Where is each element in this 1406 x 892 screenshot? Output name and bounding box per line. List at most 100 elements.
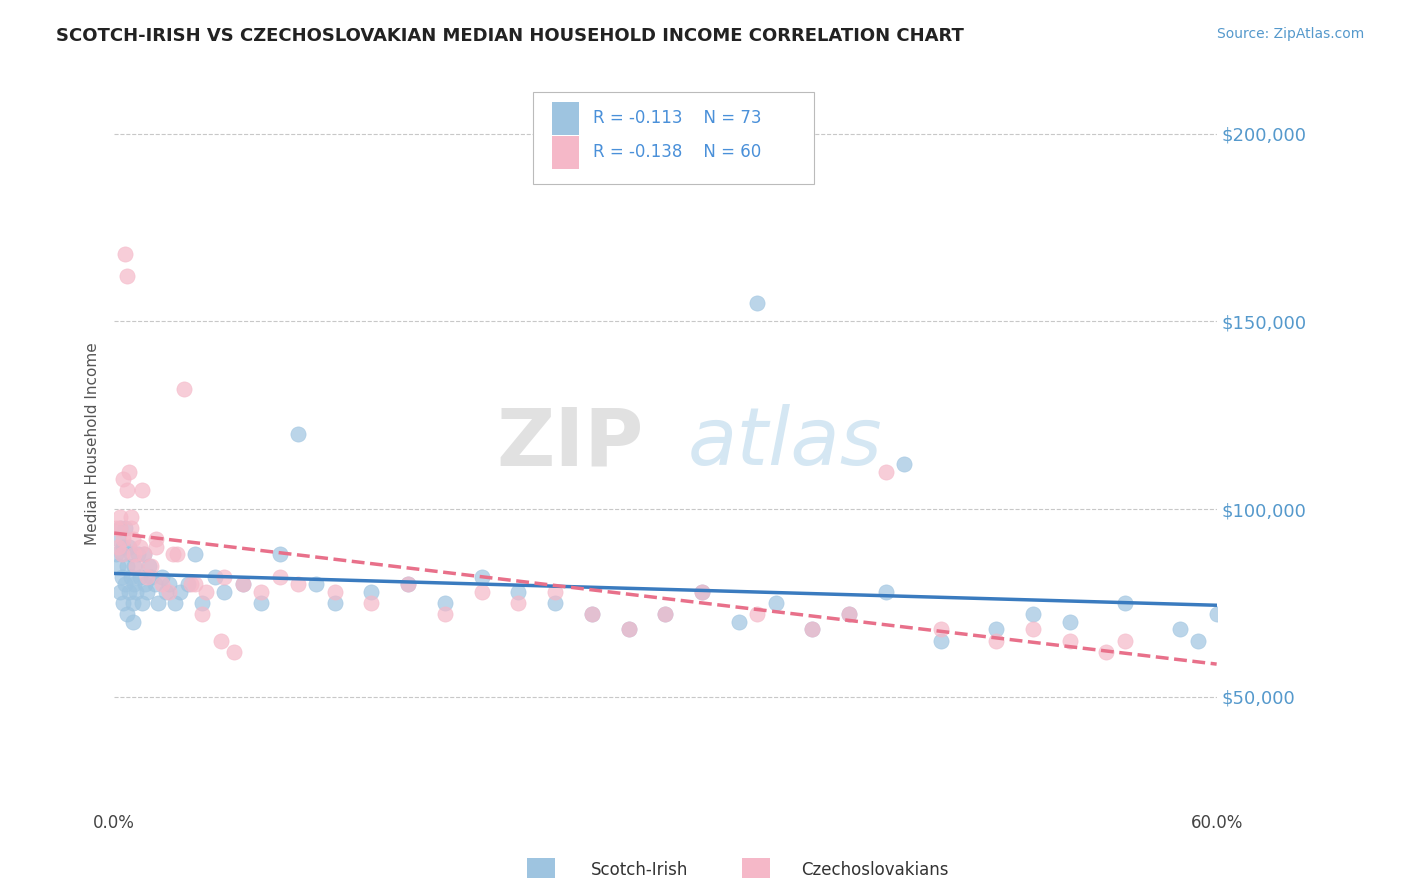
Point	[250, 584, 273, 599]
Y-axis label: Median Household Income: Median Household Income	[86, 343, 100, 545]
Point	[131, 483, 153, 498]
Point	[287, 577, 309, 591]
Point	[544, 596, 567, 610]
Point	[118, 540, 141, 554]
Point	[107, 558, 129, 573]
Point	[121, 615, 143, 629]
Point	[838, 607, 860, 622]
Point	[110, 570, 132, 584]
Point	[121, 533, 143, 547]
Point	[169, 584, 191, 599]
Point	[108, 521, 131, 535]
Text: SCOTCH-IRISH VS CZECHOSLOVAKIAN MEDIAN HOUSEHOLD INCOME CORRELATION CHART: SCOTCH-IRISH VS CZECHOSLOVAKIAN MEDIAN H…	[56, 27, 965, 45]
Point	[191, 596, 214, 610]
Point	[360, 596, 382, 610]
Point	[209, 633, 232, 648]
Point	[143, 577, 166, 591]
Point	[1187, 633, 1209, 648]
Point	[173, 382, 195, 396]
Point	[157, 584, 180, 599]
Point	[136, 584, 159, 599]
Text: atlas: atlas	[688, 404, 882, 483]
Point	[112, 472, 135, 486]
Point	[108, 509, 131, 524]
Point	[107, 533, 129, 547]
Point	[214, 584, 236, 599]
Point	[150, 570, 173, 584]
Point	[323, 584, 346, 599]
Point	[986, 623, 1008, 637]
Point	[747, 295, 769, 310]
Point	[893, 457, 915, 471]
Point	[139, 570, 162, 584]
Point	[125, 584, 148, 599]
Point	[148, 596, 170, 610]
Point	[112, 533, 135, 547]
Point	[1114, 633, 1136, 648]
Point	[115, 483, 138, 498]
Point	[114, 577, 136, 591]
Point	[471, 584, 494, 599]
Point	[250, 596, 273, 610]
Point	[1114, 596, 1136, 610]
Point	[204, 570, 226, 584]
Point	[162, 547, 184, 561]
Point	[838, 607, 860, 622]
Point	[107, 540, 129, 554]
Point	[747, 607, 769, 622]
Point	[191, 607, 214, 622]
Point	[180, 577, 202, 591]
Point	[145, 540, 167, 554]
Bar	[553, 136, 579, 169]
Point	[134, 577, 156, 591]
Point	[1059, 615, 1081, 629]
Point	[1205, 607, 1227, 622]
Point	[124, 577, 146, 591]
Point	[131, 596, 153, 610]
Text: Czechoslovakians: Czechoslovakians	[801, 861, 949, 879]
Point	[765, 596, 787, 610]
Point	[150, 577, 173, 591]
Point	[1095, 645, 1118, 659]
Point	[305, 577, 328, 591]
Point	[120, 570, 142, 584]
Point	[110, 547, 132, 561]
Point	[269, 547, 291, 561]
Point	[1022, 607, 1045, 622]
Point	[222, 645, 245, 659]
Text: Source: ZipAtlas.com: Source: ZipAtlas.com	[1216, 27, 1364, 41]
Bar	[553, 102, 579, 135]
Point	[124, 558, 146, 573]
Point	[145, 533, 167, 547]
Point	[136, 570, 159, 584]
Point	[105, 521, 128, 535]
FancyBboxPatch shape	[533, 92, 814, 184]
Point	[396, 577, 419, 591]
Point	[654, 607, 676, 622]
Point	[132, 547, 155, 561]
Point	[360, 584, 382, 599]
Point	[232, 577, 254, 591]
Text: Scotch-Irish: Scotch-Irish	[591, 861, 688, 879]
Point	[1059, 633, 1081, 648]
Point	[115, 558, 138, 573]
Point	[120, 521, 142, 535]
Point	[120, 509, 142, 524]
Point	[121, 596, 143, 610]
Point	[269, 570, 291, 584]
Point	[105, 547, 128, 561]
Point	[581, 607, 603, 622]
Point	[929, 633, 952, 648]
Point	[929, 623, 952, 637]
Point	[1022, 623, 1045, 637]
Point	[323, 596, 346, 610]
Point	[114, 521, 136, 535]
Point	[433, 596, 456, 610]
Point	[875, 465, 897, 479]
Point	[129, 570, 152, 584]
Point	[433, 607, 456, 622]
Text: ZIP: ZIP	[496, 404, 644, 483]
Point	[112, 596, 135, 610]
Point	[124, 547, 146, 561]
Point	[155, 584, 177, 599]
